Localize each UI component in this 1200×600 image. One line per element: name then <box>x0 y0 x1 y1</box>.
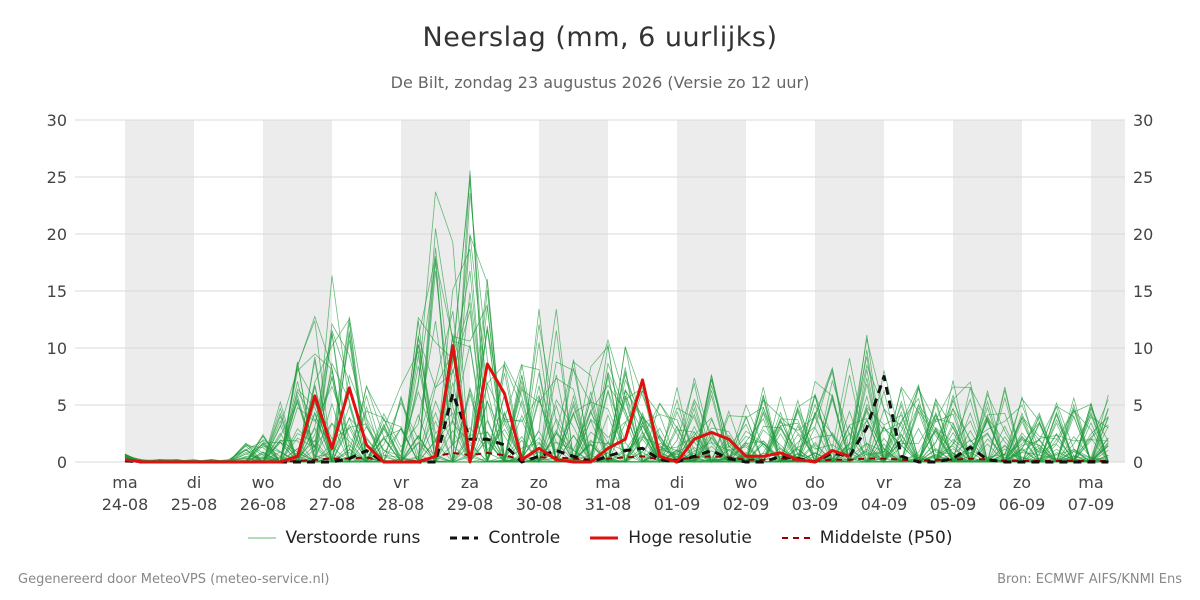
x-tick-weekday: za <box>461 473 479 492</box>
x-tick-date: 29-08 <box>447 495 494 514</box>
x-tick-date: 27-08 <box>309 495 356 514</box>
footer-source: Bron: ECMWF AIFS/KNMI Ens <box>997 572 1182 587</box>
x-tick-weekday: zo <box>530 473 548 492</box>
x-tick-weekday: do <box>805 473 825 492</box>
x-tick-date: 01-09 <box>654 495 701 514</box>
x-tick-weekday: do <box>322 473 342 492</box>
legend-item-middelste: Middelste (P50) <box>781 528 953 548</box>
y-tick-label-left: 0 <box>57 453 67 472</box>
x-tick-date: 07-09 <box>1068 495 1115 514</box>
y-tick-label-right: 30 <box>1133 111 1153 130</box>
y-tick-label-right: 10 <box>1133 339 1153 358</box>
y-tick-label-right: 20 <box>1133 225 1153 244</box>
x-tick-date: 03-09 <box>792 495 839 514</box>
x-tick-date: 24-08 <box>102 495 149 514</box>
x-tick-weekday: ma <box>1078 473 1103 492</box>
y-tick-label-left: 30 <box>47 111 67 130</box>
series-line-controle <box>124 375 1109 464</box>
legend-label: Controle <box>488 528 561 548</box>
legend-label: Middelste (P50) <box>819 528 953 548</box>
x-tick-date: 28-08 <box>378 495 425 514</box>
legend-swatch-controle <box>450 536 479 540</box>
x-tick-date: 06-09 <box>999 495 1046 514</box>
y-tick-label-right: 0 <box>1133 453 1143 472</box>
legend-label: Verstoorde runs <box>285 528 421 548</box>
y-tick-label-left: 20 <box>47 225 67 244</box>
series-line-hoge-resolutie <box>124 344 850 464</box>
x-tick-weekday: vr <box>876 473 892 492</box>
ensemble-run-line <box>124 344 1109 463</box>
legend-swatch-hoge-resolutie <box>590 536 619 540</box>
y-tick-label-left: 15 <box>47 282 67 301</box>
x-tick-date: 30-08 <box>516 495 563 514</box>
y-tick-label-right: 5 <box>1133 396 1143 415</box>
x-tick-date: 04-09 <box>861 495 908 514</box>
y-tick-label-left: 5 <box>57 396 67 415</box>
y-tick-label-left: 25 <box>47 168 67 187</box>
legend-item-hoge-resolutie: Hoge resolutie <box>590 528 752 548</box>
legend-item-verstoorde-runs: Verstoorde runs <box>247 528 421 548</box>
legend-swatch-middelste <box>781 537 810 539</box>
x-tick-weekday: zo <box>1013 473 1031 492</box>
y-tick-label-right: 15 <box>1133 282 1153 301</box>
x-tick-weekday: di <box>670 473 685 492</box>
ensemble-run-line <box>124 234 1109 463</box>
y-tick-label-right: 25 <box>1133 168 1153 187</box>
chart-legend: Verstoorde runs Controle Hoge resolutie … <box>0 528 1200 548</box>
x-tick-date: 26-08 <box>240 495 287 514</box>
x-tick-weekday: wo <box>735 473 758 492</box>
chart-subtitle: De Bilt, zondag 23 augustus 2026 (Versie… <box>390 73 810 92</box>
x-tick-weekday: vr <box>393 473 409 492</box>
x-tick-date: 05-09 <box>930 495 977 514</box>
footer-generator: Gegenereerd door MeteoVPS (meteo-service… <box>18 572 330 587</box>
x-tick-weekday: ma <box>595 473 620 492</box>
x-tick-weekday: za <box>944 473 962 492</box>
y-tick-label-left: 10 <box>47 339 67 358</box>
chart-title: Neerslag (mm, 6 uurlijks) <box>422 22 778 53</box>
x-tick-date: 02-09 <box>723 495 770 514</box>
legend-label: Hoge resolutie <box>628 528 752 548</box>
x-tick-weekday: di <box>187 473 202 492</box>
x-tick-date: 31-08 <box>585 495 632 514</box>
x-tick-weekday: wo <box>252 473 275 492</box>
legend-item-controle: Controle <box>450 528 560 548</box>
legend-swatch-verstoorde-runs <box>247 537 276 539</box>
x-tick-date: 25-08 <box>171 495 218 514</box>
x-tick-weekday: ma <box>112 473 137 492</box>
